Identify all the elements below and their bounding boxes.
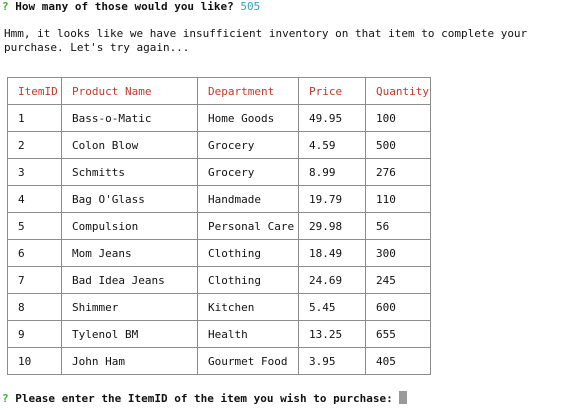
cell-department: Personal Care (197, 212, 299, 240)
cell-department: Gourmet Food (197, 347, 299, 375)
cell-price: 19.79 (298, 185, 366, 213)
table-row: 6 Mom Jeans Clothing 18.49 300 (7, 239, 431, 267)
cell-itemid: 8 (7, 293, 62, 321)
cell-department: Health (197, 320, 299, 348)
cell-itemid: 10 (7, 347, 62, 375)
message-line-1: Hmm, it looks like we have insufficient … (4, 27, 528, 40)
cell-itemid: 1 (7, 104, 62, 132)
table-row: 5 Compulsion Personal Care 29.98 56 (7, 212, 431, 240)
cell-quantity: 600 (365, 293, 431, 321)
cell-itemid: 2 (7, 131, 62, 159)
cell-product-name: Mom Jeans (61, 239, 198, 267)
cell-product-name: Colon Blow (61, 131, 198, 159)
table-row: 3 Schmitts Grocery 8.99 276 (7, 158, 431, 186)
cell-itemid: 6 (7, 239, 62, 267)
cell-department: Home Goods (197, 104, 299, 132)
question-text: How many of those would you like? (15, 0, 234, 13)
header-itemid: ItemID (7, 77, 62, 105)
question-mark-icon: ? (2, 0, 9, 13)
cell-product-name: Schmitts (61, 158, 198, 186)
cell-itemid: 5 (7, 212, 62, 240)
cell-product-name: Tylenol BM (61, 320, 198, 348)
cell-department: Clothing (197, 266, 299, 294)
table-row: 10 John Ham Gourmet Food 3.95 405 (7, 347, 431, 375)
header-quantity: Quantity (365, 77, 431, 105)
cell-department: Grocery (197, 131, 299, 159)
inventory-table: ItemID Product Name Department Price Qua… (7, 77, 431, 375)
cell-quantity: 100 (365, 104, 431, 132)
cell-quantity: 245 (365, 266, 431, 294)
header-product-name: Product Name (61, 77, 198, 105)
cursor-icon[interactable] (398, 391, 407, 404)
cell-product-name: Bad Idea Jeans (61, 266, 198, 294)
header-department: Department (197, 77, 299, 105)
cell-itemid: 7 (7, 266, 62, 294)
table-row: 2 Colon Blow Grocery 4.59 500 (7, 131, 431, 159)
table-row: 8 Shimmer Kitchen 5.45 600 (7, 293, 431, 321)
cell-product-name: Bag O'Glass (61, 185, 198, 213)
cell-price: 18.49 (298, 239, 366, 267)
cell-price: 5.45 (298, 293, 366, 321)
cell-price: 3.95 (298, 347, 366, 375)
cell-price: 29.98 (298, 212, 366, 240)
table-row: 9 Tylenol BM Health 13.25 655 (7, 320, 431, 348)
cell-itemid: 9 (7, 320, 62, 348)
question-line: ? How many of those would you like? 505 (2, 0, 260, 14)
cell-quantity: 500 (365, 131, 431, 159)
cell-department: Clothing (197, 239, 299, 267)
cell-price: 49.95 (298, 104, 366, 132)
cell-quantity: 655 (365, 320, 431, 348)
cell-department: Grocery (197, 158, 299, 186)
table-header-row: ItemID Product Name Department Price Qua… (7, 77, 431, 105)
cell-department: Handmade (197, 185, 299, 213)
input-prompt-text: Please enter the ItemID of the item you … (15, 392, 393, 405)
input-prompt-line[interactable]: ? Please enter the ItemID of the item yo… (2, 391, 407, 406)
cell-price: 8.99 (298, 158, 366, 186)
cell-quantity: 110 (365, 185, 431, 213)
cell-product-name: John Ham (61, 347, 198, 375)
cell-itemid: 3 (7, 158, 62, 186)
cell-itemid: 4 (7, 185, 62, 213)
cell-product-name: Bass-o-Matic (61, 104, 198, 132)
table-row: 1 Bass-o-Matic Home Goods 49.95 100 (7, 104, 431, 132)
cell-price: 13.25 (298, 320, 366, 348)
message-line-2: purchase. Let's try again... (4, 41, 190, 54)
cell-quantity: 56 (365, 212, 431, 240)
question-mark-icon: ? (2, 392, 9, 405)
header-price: Price (298, 77, 366, 105)
cell-product-name: Compulsion (61, 212, 198, 240)
cell-price: 24.69 (298, 266, 366, 294)
answer-value: 505 (240, 0, 261, 13)
cell-quantity: 276 (365, 158, 431, 186)
table-row: 4 Bag O'Glass Handmade 19.79 110 (7, 185, 431, 213)
cell-quantity: 405 (365, 347, 431, 375)
cell-product-name: Shimmer (61, 293, 198, 321)
table-row: 7 Bad Idea Jeans Clothing 24.69 245 (7, 266, 431, 294)
cell-quantity: 300 (365, 239, 431, 267)
cell-price: 4.59 (298, 131, 366, 159)
cell-department: Kitchen (197, 293, 299, 321)
